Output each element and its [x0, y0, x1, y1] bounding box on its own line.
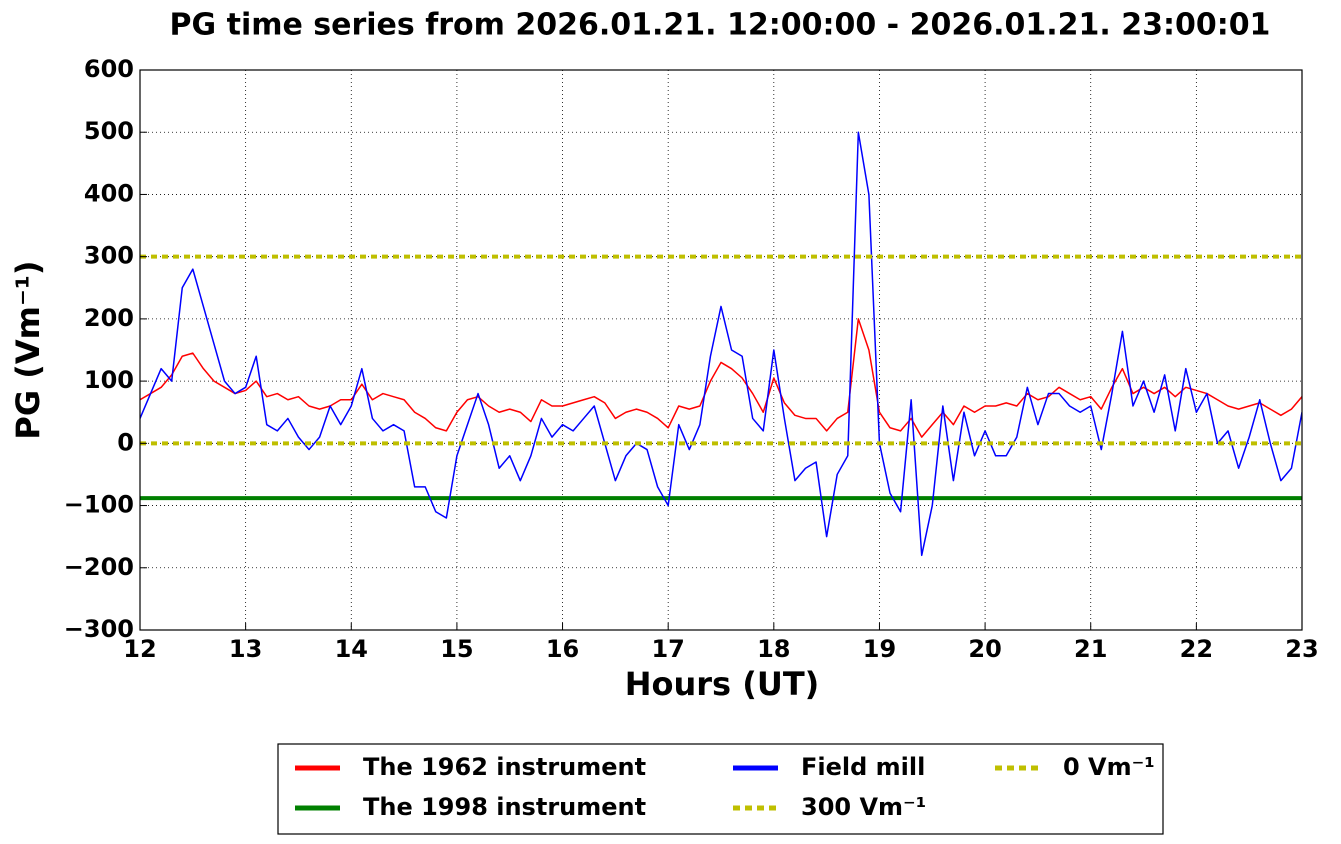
y-tick-label: 200	[84, 304, 134, 332]
y-tick-label: 400	[84, 179, 134, 207]
y-tick-label: −300	[64, 615, 134, 643]
x-tick-label: 18	[757, 635, 790, 663]
legend-label: 300 Vm⁻¹	[801, 793, 926, 821]
y-tick-label: 500	[84, 117, 134, 145]
x-tick-label: 13	[229, 635, 262, 663]
legend-label: 0 Vm⁻¹	[1063, 753, 1155, 781]
legend: The 1962 instrument The 1998 instrument Fi…	[295, 753, 1155, 821]
chart-title: PG time series from 2026.01.21. 12:00:00…	[170, 8, 1271, 43]
y-tick-label: 100	[84, 366, 134, 394]
y-tick-label: −200	[64, 553, 134, 581]
x-tick-label: 21	[1074, 635, 1107, 663]
y-tick-label: 300	[84, 242, 134, 270]
legend-label: The 1962 instrument	[363, 753, 646, 781]
x-tick-label: 19	[863, 635, 896, 663]
legend-label: Field mill	[801, 753, 925, 781]
x-tick-label: 17	[651, 635, 684, 663]
x-axis-label: Hours (UT)	[625, 665, 820, 703]
legend-box	[277, 743, 1164, 835]
x-tick-label: 22	[1180, 635, 1213, 663]
x-tick-label: 20	[968, 635, 1001, 663]
y-axis-label: PG (Vm⁻¹)	[9, 260, 47, 439]
ticks: 12 13 14 15 16 17 18 19 20 21 22 23 −300 −200 −100 0 100…	[64, 55, 1319, 663]
legend-label: The 1998 instrument	[363, 793, 646, 821]
series-line	[140, 131, 1302, 557]
plot-area	[140, 131, 1302, 557]
x-tick-label: 12	[123, 635, 156, 663]
plot-frame	[139, 69, 1303, 631]
x-tick-label: 15	[440, 635, 473, 663]
x-tick-label: 23	[1285, 635, 1318, 663]
x-tick-label: 14	[335, 635, 368, 663]
x-tick-label: 16	[546, 635, 579, 663]
y-tick-label: 600	[84, 55, 134, 83]
y-tick-label: −100	[64, 491, 134, 519]
y-tick-label: 0	[117, 428, 134, 456]
series-line	[140, 318, 1302, 438]
